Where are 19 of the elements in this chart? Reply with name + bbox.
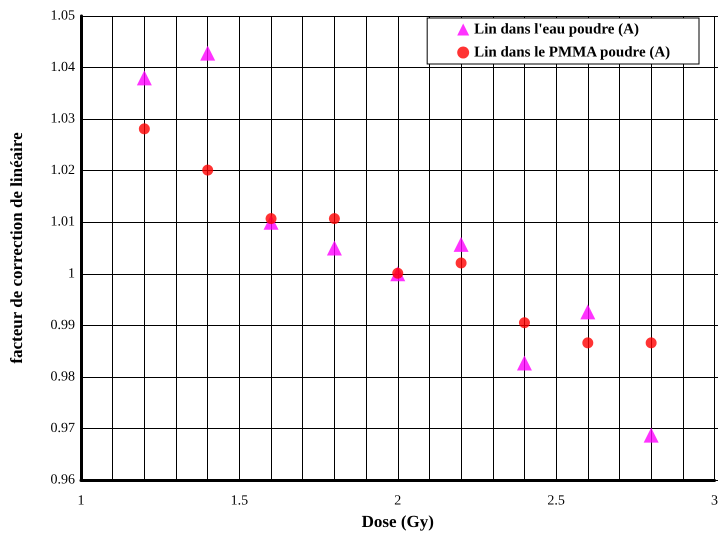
x-axis-title: Dose (Gy) (362, 512, 434, 531)
y-tick-label: 1.04 (50, 60, 75, 76)
x-tick-label: 2.5 (547, 494, 565, 508)
x-tick-label: 1 (78, 494, 84, 508)
x-tick-label: 1.5 (230, 494, 248, 508)
legend-label: Lin dans l'eau poudre (A) (474, 22, 639, 38)
y-tick-label: 1.03 (50, 112, 75, 127)
x-tick-label: 2 (394, 494, 402, 508)
y-tick-label: 0.97 (50, 420, 75, 436)
y-tick-label: 1.05 (50, 8, 75, 24)
x-tick-label: 3 (711, 494, 718, 508)
y-tick-label: 0.99 (50, 318, 75, 333)
y-tick-label: 1.01 (50, 214, 75, 230)
legend-label: Lin dans le PMMA poudre (A) (474, 44, 670, 60)
y-tick-label: 0.96 (50, 472, 75, 488)
y-axis-title: facteur de correction de linéaire (7, 132, 26, 364)
y-tick-label: 1 (68, 266, 75, 282)
y-tick-label: 1.02 (50, 163, 75, 178)
y-tick-label: 0.98 (50, 369, 75, 384)
